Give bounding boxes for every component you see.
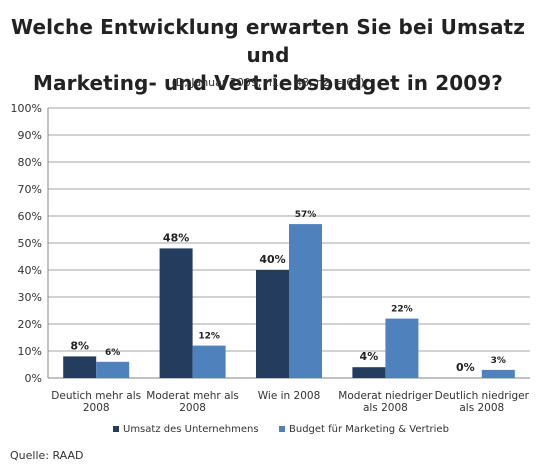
data-label: 8%	[70, 339, 89, 352]
y-tick-label: 20%	[18, 318, 42, 331]
data-label: 40%	[259, 253, 285, 266]
x-tick-label: Moderat mehr als	[146, 390, 239, 402]
legend-label: Budget für Marketing & Vertrieb	[289, 424, 449, 435]
y-tick-label: 100%	[11, 102, 42, 115]
bar	[385, 318, 419, 378]
y-tick-label: 40%	[18, 264, 42, 277]
x-tick-label: Wie in 2008	[258, 390, 321, 402]
y-tick-label: 0%	[25, 372, 42, 385]
data-label: 3%	[491, 356, 506, 366]
legend-swatch	[113, 426, 119, 432]
data-label: 57%	[295, 210, 317, 220]
y-tick-label: 60%	[18, 210, 42, 223]
title-line-1: Welche Entwicklung erwarten Sie bei Umsa…	[11, 15, 525, 67]
bar	[352, 367, 386, 378]
bar	[63, 356, 97, 378]
x-tick-label: als 2008	[459, 402, 504, 414]
legend-label: Umsatz des Unternehmens	[123, 424, 259, 435]
data-label: 4%	[360, 350, 379, 363]
bar	[256, 270, 289, 378]
bar	[289, 224, 322, 378]
chart-title: Welche Entwicklung erwarten Sie bei Umsa…	[0, 13, 536, 97]
bar	[481, 369, 515, 378]
x-tick-label: 2008	[83, 402, 110, 414]
x-tick-label: 2008	[179, 402, 206, 414]
y-tick-label: 70%	[18, 183, 42, 196]
chart-subtitle: (D, Januar 2009, n1 = 48, n2 = 67)	[171, 76, 365, 89]
y-tick-label: 10%	[18, 345, 42, 358]
x-tick-label: Deutich mehr als	[51, 390, 141, 402]
x-tick-label: Deutlich niedriger	[435, 390, 530, 402]
legend-swatch	[279, 426, 285, 432]
source-note: Quelle: RAAD	[10, 449, 84, 462]
data-label: 48%	[163, 231, 189, 244]
data-label: 0%	[456, 361, 475, 374]
bar	[96, 361, 130, 378]
y-tick-label: 80%	[18, 156, 42, 169]
bar	[192, 345, 226, 378]
y-tick-label: 90%	[18, 129, 42, 142]
data-label: 12%	[198, 332, 220, 342]
data-label: 6%	[105, 348, 120, 358]
title-line-2: Marketing- und Vertriebsbudget in 2009?	[33, 71, 503, 95]
y-tick-label: 30%	[18, 291, 42, 304]
x-tick-label: Moderat niedriger	[338, 390, 433, 402]
data-label: 22%	[391, 305, 413, 315]
x-tick-label: als 2008	[363, 402, 408, 414]
bar	[159, 248, 193, 378]
y-tick-label: 50%	[18, 237, 42, 250]
